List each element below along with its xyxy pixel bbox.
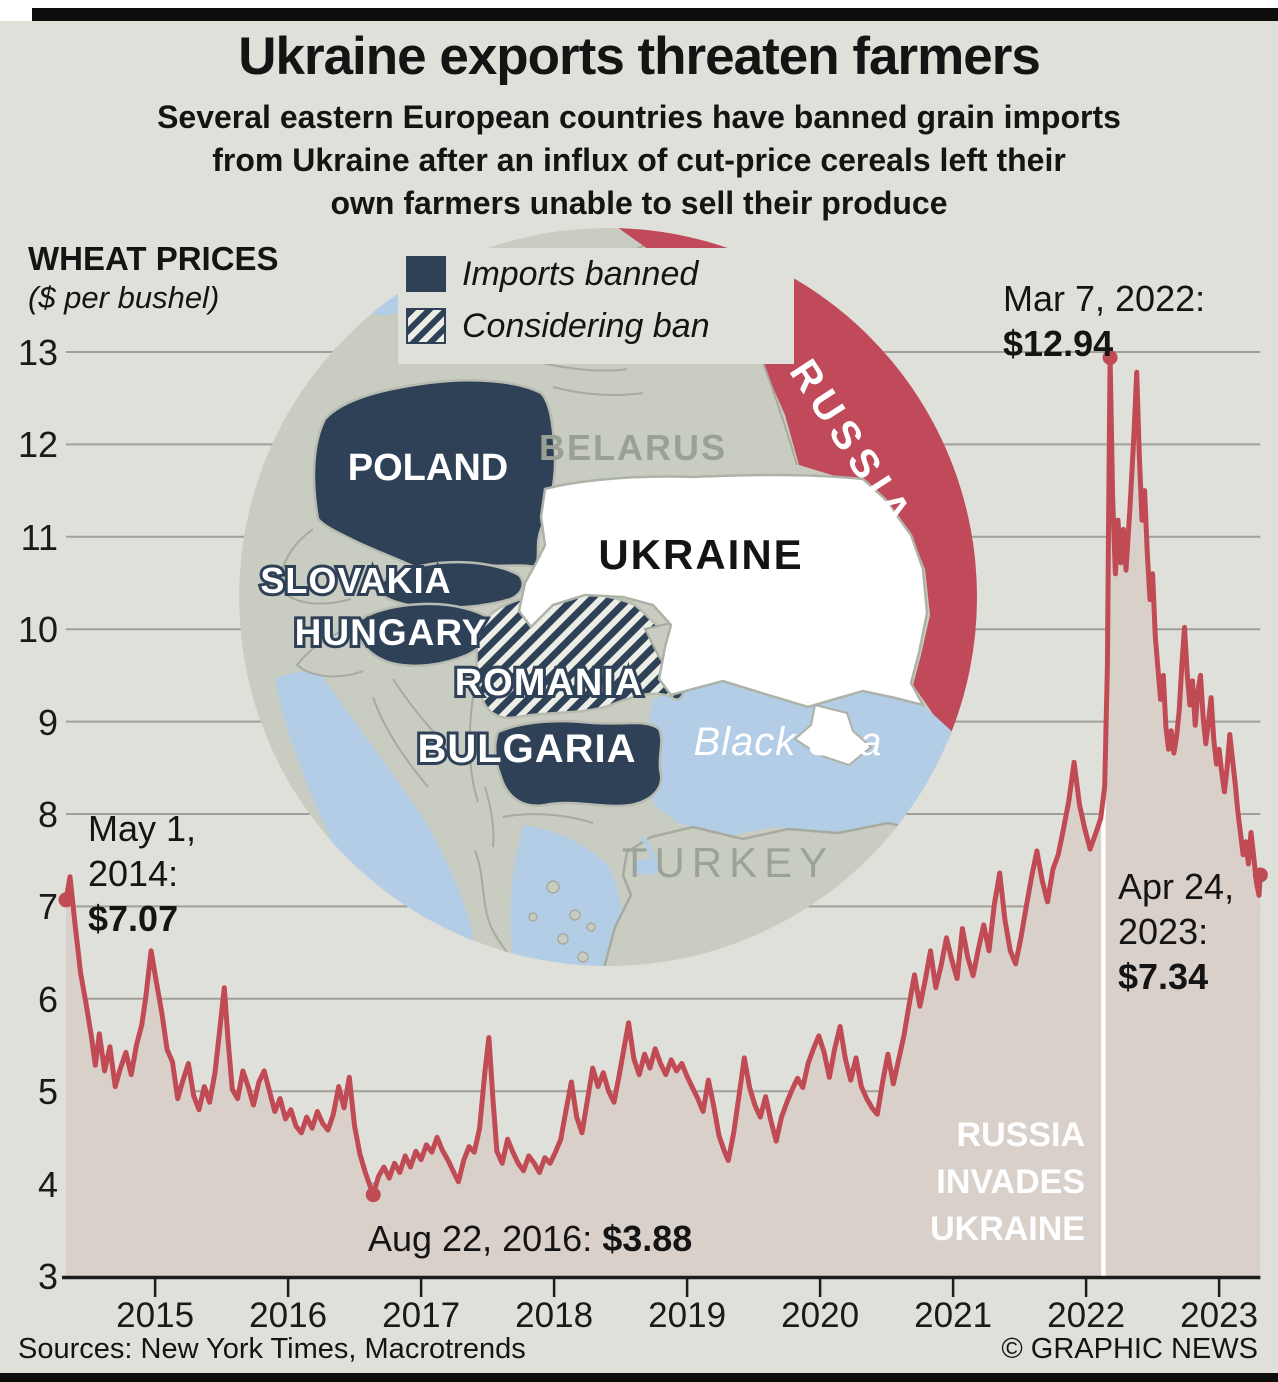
map-aegean-sea xyxy=(510,825,622,966)
x-tick-label: 2016 xyxy=(249,1296,328,1335)
map-sea-of-marmara xyxy=(632,859,662,875)
legend-item-considering-ban: Considering ban xyxy=(406,300,794,352)
legend-label: Imports banned xyxy=(462,254,699,293)
subtitle-line: from Ukraine after an influx of cut-pric… xyxy=(212,142,1066,178)
x-tick-label: 2020 xyxy=(781,1296,860,1335)
annotation-invasion-line: INVADES xyxy=(936,1163,1085,1201)
annotation-invasion: RUSSIA INVADES UKRAINE xyxy=(930,1112,1085,1253)
legend-label: Considering ban xyxy=(462,306,710,345)
annotation-value: $3.88 xyxy=(602,1218,693,1259)
annotation-date: 2023: xyxy=(1118,911,1209,952)
legend-item-imports-banned: Imports banned xyxy=(406,248,794,300)
annotation-date: Aug 22, 2016: xyxy=(368,1218,603,1259)
page-subtitle: Several eastern European countries have … xyxy=(0,96,1278,225)
map-label-black-sea: Black Sea xyxy=(693,720,882,764)
credit-note: © GRAPHIC NEWS xyxy=(1001,1333,1258,1365)
annotation-invasion-line: UKRAINE xyxy=(930,1210,1085,1248)
invasion-marker-line xyxy=(1101,798,1106,1276)
chart-units-label: ($ per bushel) xyxy=(28,280,220,315)
map-bosphorus xyxy=(640,835,658,861)
annotation-end: Apr 24, 2023: $7.34 xyxy=(1118,864,1234,999)
page-title: Ukraine exports threaten farmers xyxy=(238,27,1041,86)
annotation-date: 2014: xyxy=(88,853,179,894)
map-country-bulgaria xyxy=(493,719,663,808)
top-rule xyxy=(32,8,1278,21)
map-label-hungary: HUNGARY xyxy=(295,612,488,653)
map-label-ukraine: UKRAINE xyxy=(598,531,803,578)
subtitle-line: Several eastern European countries have … xyxy=(157,99,1121,135)
map-adriatic-sea xyxy=(275,671,476,966)
map-label-poland: POLAND xyxy=(348,447,508,489)
x-tick-label: 2019 xyxy=(648,1296,727,1335)
imports-banned-swatch xyxy=(406,256,446,292)
annotation-low: Aug 22, 2016: $3.88 xyxy=(368,1216,692,1261)
y-tick-label: 5 xyxy=(37,1071,58,1113)
y-tick-label: 12 xyxy=(17,424,58,466)
annotation-start: May 1, 2014: $7.07 xyxy=(88,806,196,941)
annotation-invasion-line: RUSSIA xyxy=(956,1116,1085,1154)
y-tick-label: 3 xyxy=(37,1256,58,1297)
data-point-dot xyxy=(1252,867,1268,883)
map-crimea xyxy=(793,703,873,767)
considering-ban-swatch xyxy=(406,308,446,344)
y-tick-label: 9 xyxy=(37,701,58,743)
annotation-value: $7.34 xyxy=(1118,956,1209,997)
annotation-value: $7.07 xyxy=(88,898,179,939)
data-point-dot xyxy=(365,1187,381,1203)
annotation-value: $12.94 xyxy=(1003,323,1114,364)
map-label-slovakia: SLOVAKIA xyxy=(260,560,451,601)
x-tick-label: 2018 xyxy=(515,1296,594,1335)
y-tick-label: 4 xyxy=(37,1163,58,1205)
data-point-dot xyxy=(1102,350,1118,366)
price-area-fill xyxy=(66,357,1261,1276)
y-tick-label: 11 xyxy=(20,516,58,558)
x-tick-label: 2022 xyxy=(1047,1296,1126,1335)
map-label-bulgaria: BULGARIA xyxy=(417,727,636,771)
europe-map: POLAND BELARUS RUSSIA UKRAINE SLOVAKIA H… xyxy=(239,228,977,966)
annotation-peak: Mar 7, 2022: $12.94 xyxy=(1003,276,1205,366)
map-label-romania: ROMANIA xyxy=(455,662,644,704)
annotation-date: May 1, xyxy=(88,808,197,849)
y-tick-label: 10 xyxy=(17,609,58,651)
y-tick-label: 8 xyxy=(37,794,58,835)
x-tick-label: 2021 xyxy=(914,1296,993,1335)
subtitle-line: own farmers unable to sell their produce xyxy=(330,185,948,221)
x-tick-label: 2017 xyxy=(382,1296,461,1335)
x-tick-label: 2015 xyxy=(116,1296,195,1335)
annotation-date: Mar 7, 2022: xyxy=(1003,278,1206,319)
data-point-dot xyxy=(58,892,74,908)
x-tick-label: 2023 xyxy=(1180,1296,1259,1335)
price-line xyxy=(63,355,1263,1198)
chart-title: WHEAT PRICES xyxy=(28,240,279,277)
sources-note: Sources: New York Times, Macrotrends xyxy=(18,1333,526,1365)
map-country-ukraine xyxy=(517,473,929,709)
map-greek-islands xyxy=(528,880,596,963)
y-tick-label: 7 xyxy=(37,886,58,928)
map-label-turkey: TURKEY xyxy=(622,839,834,886)
y-tick-label: 13 xyxy=(17,332,58,373)
bottom-rule xyxy=(0,1373,1278,1382)
y-tick-label: 6 xyxy=(37,978,58,1020)
map-legend: Imports banned Considering ban xyxy=(398,248,794,364)
annotation-date: Apr 24, xyxy=(1118,866,1235,907)
map-label-belarus: BELARUS xyxy=(539,427,727,468)
